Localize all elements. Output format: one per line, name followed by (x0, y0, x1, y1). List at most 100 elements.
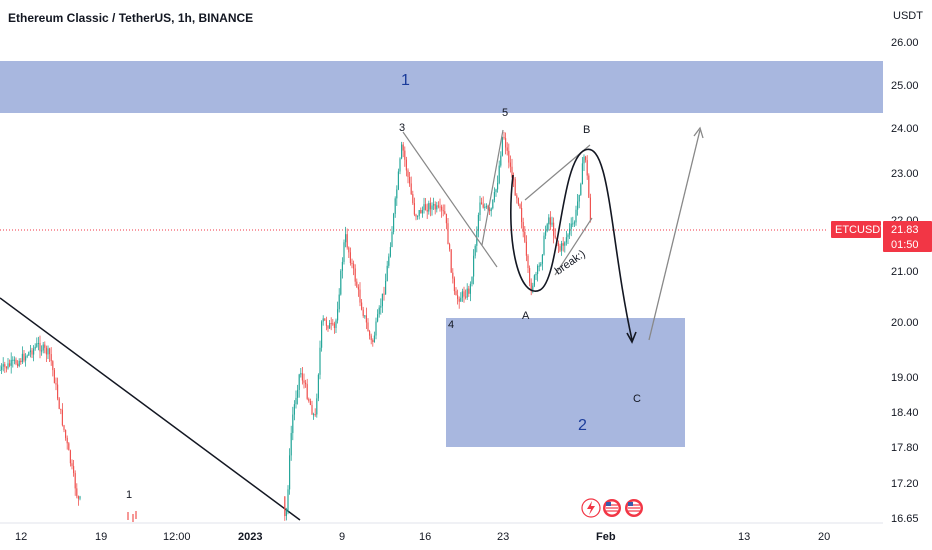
candle-body (50, 354, 52, 362)
candle-body (460, 297, 462, 302)
candle-body (15, 359, 17, 364)
wave-line-4-5 (481, 129, 504, 246)
candle-body (449, 244, 451, 250)
candle-body (340, 270, 342, 295)
candle-body (543, 235, 545, 255)
candle-body (52, 361, 54, 371)
candle-body (559, 246, 561, 251)
time-axis[interactable]: 12 19 12:00 2023 9 16 23 Feb 13 20 (15, 531, 830, 543)
candle-body (577, 201, 579, 210)
candle-body (463, 291, 465, 297)
candle-body (578, 194, 580, 202)
candle-body (127, 512, 129, 520)
candle-body (61, 409, 63, 426)
candle-body (77, 496, 79, 499)
time-tick: 9 (339, 531, 345, 543)
candle-body (461, 291, 463, 298)
candle-body (388, 256, 390, 266)
time-tick: 12 (15, 531, 27, 543)
candle-body (381, 293, 383, 307)
candle-body (396, 189, 398, 199)
candle-body (378, 307, 380, 315)
candle-body (477, 215, 479, 231)
candle-body (313, 414, 315, 416)
price-axis[interactable]: 26.00 25.00 24.00 23.00 22.00 21.00 20.0… (891, 37, 919, 525)
candle-body (1, 366, 3, 370)
candle-body (351, 263, 353, 265)
candle-body (348, 247, 350, 253)
candle-body (529, 268, 531, 283)
candle-body (69, 450, 71, 464)
candle-body (337, 309, 339, 321)
candle-body (36, 343, 38, 347)
candle-body (516, 195, 518, 199)
candle-body (327, 325, 329, 329)
candle-body (487, 206, 489, 210)
candle-body (540, 263, 542, 266)
candle-body (298, 374, 300, 390)
candle-body (349, 252, 351, 264)
candle-body (426, 209, 428, 212)
candle-body (292, 414, 294, 434)
candle-body (570, 223, 572, 229)
candle-body (314, 414, 316, 416)
zone-2-label: 2 (578, 417, 587, 434)
candle-body (413, 203, 415, 215)
candle-body (535, 273, 537, 276)
price-badge (883, 221, 932, 252)
candle-body (333, 323, 335, 328)
candle-body (317, 374, 319, 399)
candle-body (324, 318, 326, 321)
candle-body (135, 511, 137, 519)
candle-body (585, 156, 587, 161)
candle-body (429, 203, 431, 210)
candle-body (44, 344, 46, 348)
candle-body (409, 176, 411, 184)
candle-body (586, 160, 588, 176)
candle-body (588, 175, 590, 198)
candle-body (28, 352, 30, 356)
price-tick: 19.00 (891, 372, 919, 384)
time-tick: 16 (419, 531, 431, 543)
candle-body (482, 204, 484, 208)
candle-body (23, 353, 25, 361)
candle-body (425, 204, 427, 210)
candle-body (511, 166, 513, 178)
candle-body (541, 254, 543, 264)
candle-body (74, 473, 76, 489)
candle-body (47, 348, 49, 355)
candle-body (423, 204, 425, 211)
candle-body (589, 197, 591, 221)
candle-body (13, 359, 15, 361)
candle-body (465, 296, 467, 298)
candle-body (567, 234, 569, 238)
candle-body (393, 213, 395, 232)
flash-event-icon[interactable] (581, 498, 601, 518)
candle-body (521, 207, 523, 223)
candle-body (524, 231, 526, 242)
candle-body (18, 360, 20, 367)
candle-body (471, 276, 473, 284)
candle-body (433, 204, 435, 206)
downtrend-line[interactable] (0, 297, 301, 521)
time-tick: 23 (497, 531, 509, 543)
candle-body (522, 222, 524, 232)
wave-label-5: 5 (502, 107, 508, 119)
candle-body (63, 425, 65, 430)
candle-body (420, 210, 422, 214)
candle-body (525, 241, 527, 256)
candle-body (503, 137, 505, 139)
candle-body (346, 234, 348, 248)
projection-arrowhead-up (693, 126, 704, 139)
candle-body (468, 288, 470, 294)
us-flag-event-icon[interactable] (625, 499, 643, 517)
time-tick: 12:00 (163, 531, 191, 543)
projection-arrow-up[interactable] (648, 129, 701, 341)
candle-body (436, 205, 438, 210)
candle-body (354, 268, 356, 282)
us-flag-event-icon[interactable] (603, 499, 621, 517)
projection-curve[interactable] (510, 148, 633, 341)
candle-body (575, 209, 577, 223)
candle-body (551, 222, 553, 225)
